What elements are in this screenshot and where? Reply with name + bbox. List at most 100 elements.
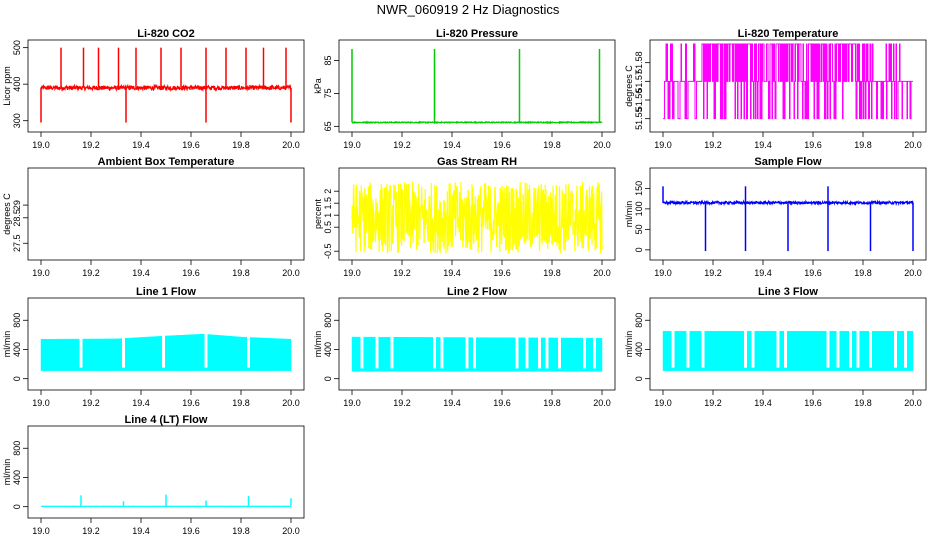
y-tick-label: 400 xyxy=(323,342,333,357)
x-tick-label: 19.6 xyxy=(804,268,822,278)
y-axis-label: percent xyxy=(313,198,323,229)
chart-panel-5: Gas Stream RH percent 19.0 19.2 19.4 19.6 19.8… xyxy=(313,156,616,278)
flow-gap xyxy=(701,330,705,368)
x-tick-label: 19.6 xyxy=(182,268,200,278)
y-tick-label: 0 xyxy=(12,504,22,509)
y-tick-label: 0 xyxy=(12,376,22,381)
x-tick-label: 19.2 xyxy=(704,140,722,150)
y-axis-label: degrees C xyxy=(2,193,12,235)
x-tick-label: 19.0 xyxy=(32,140,50,150)
panel-title: Li-820 Pressure xyxy=(436,28,518,40)
x-tick-label: 19.6 xyxy=(493,140,511,150)
y-tick-label: 65 xyxy=(323,121,333,131)
x-tick-label: 19.4 xyxy=(754,140,772,150)
y-tick-label: 400 xyxy=(12,470,22,485)
x-tick-label: 19.2 xyxy=(82,526,100,536)
y-tick-label: 400 xyxy=(634,342,644,357)
flow-gap xyxy=(894,330,897,368)
y-tick-label: 29 xyxy=(12,200,22,210)
y-tick-label: 800 xyxy=(634,313,644,328)
data-series xyxy=(663,43,913,120)
plot-frame xyxy=(27,425,305,519)
x-tick-label: 19.0 xyxy=(343,140,361,150)
x-tick-label: 19.6 xyxy=(493,268,511,278)
y-tick-label: 0 xyxy=(634,247,644,252)
plot-frame xyxy=(649,39,927,133)
flow-gap xyxy=(433,336,436,369)
x-tick-label: 19.4 xyxy=(754,398,772,408)
y-tick-label: 400 xyxy=(12,342,22,357)
y-axis-label: ml/min xyxy=(624,331,634,358)
flow-gap xyxy=(744,330,747,368)
figure-title: NWR_060919 2 Hz Diagnostics xyxy=(376,2,560,17)
x-tick-label: 19.4 xyxy=(443,268,461,278)
chart-panel-2: Li-820 Pressure kPa 19.0 19.2 19.4 19.6 19.8 20… xyxy=(313,28,616,150)
x-tick-label: 19.8 xyxy=(543,140,561,150)
panel-title: Line 1 Flow xyxy=(136,286,196,298)
flow-gap xyxy=(869,330,872,368)
y-tick-label: 0 xyxy=(323,376,333,381)
data-series xyxy=(662,186,914,252)
x-tick-label: 20.0 xyxy=(593,268,611,278)
flow-gap xyxy=(122,337,125,368)
data-series xyxy=(351,48,603,125)
y-tick-label: 51.55 xyxy=(634,107,644,130)
flow-gap xyxy=(751,330,755,368)
x-tick-label: 20.0 xyxy=(282,526,300,536)
x-tick-label: 20.0 xyxy=(282,398,300,408)
y-tick-label: 400 xyxy=(12,77,22,92)
y-tick-label: 150 xyxy=(634,181,644,196)
plot-frame xyxy=(27,167,305,261)
x-tick-label: 19.0 xyxy=(32,268,50,278)
y-tick-label: 51.57 xyxy=(634,70,644,93)
x-tick-label: 20.0 xyxy=(593,140,611,150)
flow-gap xyxy=(583,337,586,369)
x-tick-label: 20.0 xyxy=(904,398,922,408)
x-tick-label: 19.6 xyxy=(182,140,200,150)
x-tick-label: 19.0 xyxy=(343,398,361,408)
chart-panel-4: Ambient Box Temperature degrees C 19.0 19.2… xyxy=(2,156,305,278)
y-tick-label: -0.5 xyxy=(323,243,333,259)
x-tick-label: 19.4 xyxy=(443,398,461,408)
y-tick-label: 0.5 xyxy=(323,221,333,234)
y-tick-label: 800 xyxy=(12,441,22,456)
plot-frame xyxy=(338,297,616,391)
y-tick-label: 27.5 xyxy=(12,235,22,253)
plot-frame xyxy=(338,39,616,133)
x-tick-label: 19.2 xyxy=(82,268,100,278)
y-axis-label: degrees C xyxy=(624,65,634,107)
x-tick-label: 19.2 xyxy=(82,398,100,408)
x-tick-label: 19.0 xyxy=(32,398,50,408)
x-tick-label: 19.6 xyxy=(493,398,511,408)
y-axis-label: ml/min xyxy=(2,331,12,358)
flow-gap xyxy=(440,336,444,369)
flow-gap xyxy=(515,336,519,369)
x-tick-label: 19.8 xyxy=(854,398,872,408)
x-tick-label: 19.8 xyxy=(543,398,561,408)
y-axis-label: ml/min xyxy=(624,201,634,228)
data-series xyxy=(40,494,292,508)
data-series xyxy=(40,333,292,371)
x-tick-label: 19.6 xyxy=(182,526,200,536)
flow-gap xyxy=(671,330,675,368)
x-tick-label: 19.4 xyxy=(754,268,772,278)
flow-band xyxy=(351,336,603,372)
x-tick-label: 19.8 xyxy=(232,268,250,278)
flow-gap xyxy=(826,330,830,368)
y-tick-label: 100 xyxy=(634,201,644,216)
flow-gap xyxy=(836,330,840,368)
flow-gap xyxy=(473,336,476,369)
y-axis-label: kPa xyxy=(313,78,323,94)
flow-gap xyxy=(390,336,394,369)
y-tick-label: 1 xyxy=(323,213,333,218)
y-tick-label: 800 xyxy=(323,313,333,328)
flow-gap xyxy=(849,330,852,368)
x-tick-label: 19.4 xyxy=(132,398,150,408)
y-tick-label: 75 xyxy=(323,88,333,98)
x-tick-label: 19.8 xyxy=(232,526,250,536)
panel-title: Line 2 Flow xyxy=(447,286,507,298)
data-series xyxy=(662,330,914,371)
flow-gap xyxy=(545,336,549,369)
x-tick-label: 19.0 xyxy=(654,398,672,408)
y-tick-label: 0 xyxy=(634,376,644,381)
